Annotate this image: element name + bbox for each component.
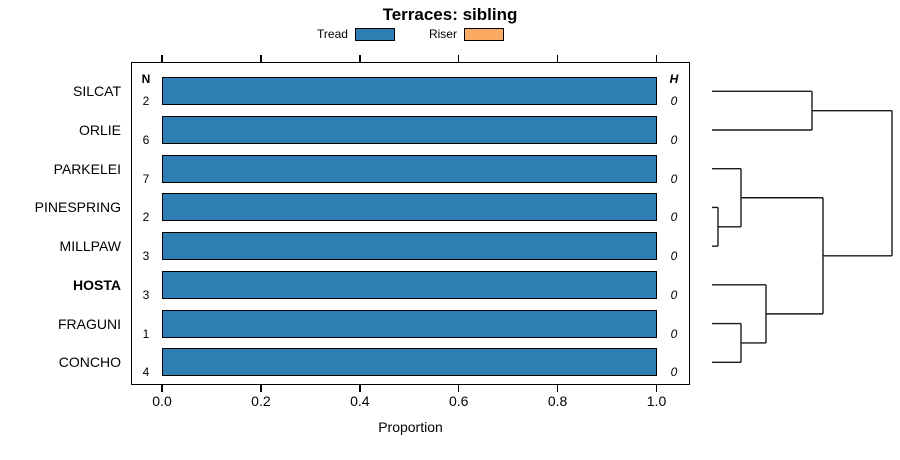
row-label-concho: CONCHO [58,354,121,371]
x-tick-top-0.0 [161,55,163,62]
h-value-concho: 0 [670,365,678,380]
h-value-orlie: 0 [670,133,678,147]
bar-tread-pinespring [162,193,657,222]
legend: Tread Riser [131,26,690,42]
bar-tread-millpaw [162,232,657,261]
h-value-millpaw: 0 [670,249,678,264]
n-value-hosta: 3 [142,287,150,302]
h-column-header: H [669,72,679,86]
x-tick-bottom-1.0 [655,385,658,392]
n-value-fraguni: 1 [142,326,150,341]
x-tick-top-0.8 [556,55,559,62]
legend-swatch-tread [354,27,395,41]
x-tick-label-0.0: 0.0 [152,393,172,409]
bar-tread-silcat [162,77,657,106]
legend-label-riser: Riser [428,27,457,41]
x-axis-label: Proportion [378,419,443,435]
bar-tread-concho [162,348,657,377]
n-value-silcat: 2 [142,94,150,109]
h-value-silcat: 0 [670,94,678,109]
h-value-pinespring: 0 [670,210,678,225]
bar-tread-hosta [162,270,657,299]
x-tick-label-0.6: 0.6 [448,393,469,409]
chart-title: Terraces: sibling [382,5,518,24]
x-tick-label-0.4: 0.4 [350,393,370,409]
legend-label-tread: Tread [317,27,348,41]
x-tick-label-0.2: 0.2 [251,393,271,409]
n-value-concho: 4 [142,365,150,380]
h-value-hosta: 0 [670,287,678,302]
x-tick-top-0.2 [260,55,262,62]
h-value-fraguni: 0 [670,326,678,341]
x-tick-bottom-0.8 [556,385,559,392]
legend-item-riser: Riser [429,27,504,41]
bar-tread-orlie [162,116,657,144]
row-label-hosta: HOSTA [73,276,121,293]
x-tick-top-0.6 [457,55,460,62]
x-tick-top-1.0 [655,55,658,62]
row-label-fraguni: FRAGUNI [58,315,121,332]
x-tick-label-0.8: 0.8 [547,393,568,409]
row-label-millpaw: MILLPAW [59,238,121,255]
x-tick-bottom-0.0 [161,385,163,392]
bar-tread-fraguni [162,309,657,338]
legend-item-tread: Tread [317,27,395,41]
x-tick-label-1.0: 1.0 [646,393,667,409]
row-label-silcat: SILCAT [73,83,121,100]
x-tick-top-0.4 [359,55,361,62]
n-value-pinespring: 2 [142,210,150,225]
h-value-parkelei: 0 [670,171,678,186]
n-column-header: N [141,72,151,86]
row-label-parkelei: PARKELEI [53,160,121,177]
x-tick-bottom-0.2 [260,385,262,392]
x-tick-bottom-0.4 [359,385,361,392]
plot-box [131,62,690,385]
row-label-orlie: ORLIE [78,122,121,138]
row-label-pinespring: PINESPRING [34,199,121,216]
legend-swatch-riser [463,27,504,41]
n-value-orlie: 6 [142,133,150,147]
x-tick-bottom-0.6 [457,385,460,392]
bar-tread-parkelei [162,154,657,183]
n-value-millpaw: 3 [142,249,150,264]
n-value-parkelei: 7 [142,171,150,186]
